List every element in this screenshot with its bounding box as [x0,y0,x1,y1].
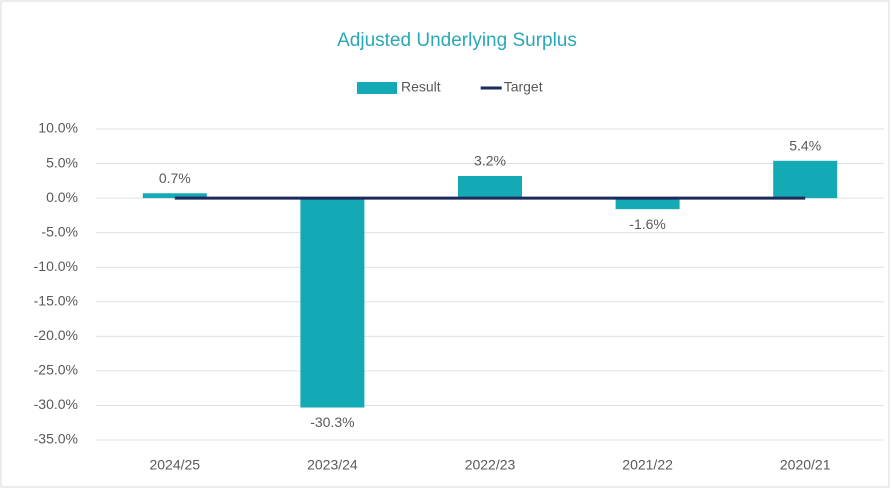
legend-label: Target [504,79,543,95]
data-label: 5.4% [789,137,821,153]
y-tick-label: 10.0% [38,120,78,136]
y-tick-label: 0.0% [46,189,78,205]
legend-label: Result [401,79,441,95]
y-tick-label: -20.0% [34,327,78,343]
chart-title: Adjusted Underlying Surplus [337,30,577,51]
y-tick-label: -25.0% [34,362,78,378]
y-tick-label: -35.0% [34,431,78,447]
y-tick-label: -30.0% [34,396,78,412]
bar [300,198,365,408]
bar [773,160,838,199]
y-tick-label: -15.0% [34,292,78,308]
bar [142,193,207,199]
data-label: -1.6% [629,216,666,232]
y-tick-label: -5.0% [41,223,78,239]
data-label: 3.2% [474,153,506,169]
y-tick-label: 5.0% [46,154,78,170]
data-label: 0.7% [159,170,191,186]
data-label: -30.3% [310,414,354,430]
x-tick-label: 2023/24 [307,457,358,473]
bar [615,198,680,210]
x-tick-label: 2020/21 [780,457,831,473]
legend-swatch [357,82,397,94]
bar [458,175,522,199]
y-tick-label: -10.0% [34,258,78,274]
x-tick-label: 2024/25 [149,457,200,473]
x-tick-label: 2022/23 [465,457,516,473]
x-tick-label: 2021/22 [622,457,673,473]
